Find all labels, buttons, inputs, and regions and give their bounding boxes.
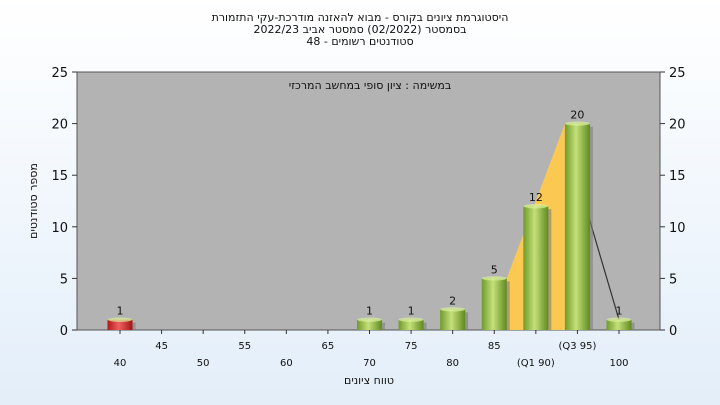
data-label-6: 1 [366, 305, 373, 318]
x-tick-label-9: 85 [488, 341, 501, 352]
x-tick-label-1: 45 [155, 341, 168, 352]
x-axis: 40 45 50 55 60 65 70 75 80 85 (Q1 90)(Q3 95) 100 [114, 330, 629, 369]
data-label-7: 1 [408, 305, 415, 318]
bar-0 [107, 319, 133, 330]
bar-cap-12 [606, 317, 632, 322]
y-tick-label-left-0: 0 [60, 324, 68, 339]
bar-6 [357, 319, 382, 330]
y-tick-label-right-5: 25 [669, 66, 686, 81]
y-axis-left: 0 5 10 15 20 25 [51, 66, 77, 339]
x-tick-label-7: 75 [405, 341, 418, 352]
x-tick-label-6: 70 [363, 358, 376, 369]
data-label-8: 2 [449, 294, 456, 307]
chart-title-line-3: סטודנטים רשומים - 48 [306, 35, 413, 48]
x-tick-label-4: 60 [280, 358, 293, 369]
y-tick-label-right-3: 15 [669, 169, 686, 184]
bar-cap-10 [523, 203, 549, 209]
chart-title-line-2: בסמסטר (02/2022) סמסטר אביב 2022/23 [253, 23, 466, 36]
bar-10 [523, 206, 549, 330]
data-label-9: 5 [491, 263, 498, 276]
bar-9 [481, 278, 507, 330]
data-label-12: 1 [616, 305, 623, 318]
y-tick-label-right-0: 0 [669, 324, 677, 339]
bar-8 [440, 309, 466, 330]
x-tick-label-0: 40 [114, 358, 127, 369]
bar-7 [398, 319, 424, 330]
x-tick-label-5: 65 [322, 341, 335, 352]
y-tick-label-left-1: 5 [60, 272, 68, 287]
data-label-0: 1 [117, 305, 124, 318]
x-tick-label-8: 80 [446, 358, 459, 369]
chart-subtitle: במשימה : ציון סופי במחשב המרכזי [289, 79, 452, 92]
bar-cap-8 [440, 307, 466, 312]
data-label-11: 20 [570, 109, 584, 122]
y-tick-label-left-5: 25 [51, 66, 68, 81]
y-tick-label-right-1: 5 [669, 272, 677, 287]
y-tick-label-left-2: 10 [51, 221, 68, 236]
bar-cap-7 [398, 317, 424, 322]
x-axis-label: טווח ציונים [344, 374, 394, 387]
x-tick-label-3: 55 [238, 341, 251, 352]
data-label-10: 12 [529, 191, 543, 204]
x-tick-label-10: (Q1 90) [517, 358, 555, 369]
x-tick-label-2: 50 [197, 358, 210, 369]
bar-11 [564, 123, 590, 330]
bar-cap-6 [357, 317, 382, 322]
bar-cap-9 [481, 276, 507, 281]
bar-cap-11 [564, 121, 590, 126]
y-tick-label-left-3: 15 [51, 169, 68, 184]
y-axis-right: 0 5 10 15 20 25 [660, 66, 686, 339]
x-tick-label-12: 100 [609, 358, 628, 369]
bar-cap-0 [107, 317, 133, 322]
y-tick-label-right-4: 20 [669, 118, 686, 133]
bars-layer [107, 121, 635, 330]
chart-title-line-1: היסטוגרמת ציונים בקורס - מבוא להאזנה מוד… [212, 11, 509, 24]
bar-12 [606, 319, 632, 330]
x-tick-label-11: (Q3 95) [558, 341, 596, 352]
y-axis-label: מספר סטודנטים [27, 163, 40, 239]
y-tick-label-right-2: 10 [669, 221, 686, 236]
y-tick-label-left-4: 20 [51, 118, 68, 133]
